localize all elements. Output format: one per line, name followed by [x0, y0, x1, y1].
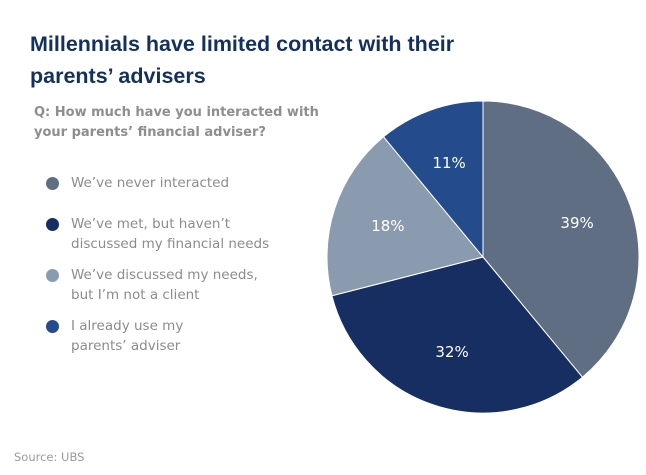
legend-label: We’ve never interacted — [71, 175, 230, 191]
legend-label: We’ve met, but haven’t discussed my fina… — [71, 216, 270, 252]
pie-slice-3 — [382, 100, 484, 259]
pie-slice-label-0: 39% — [560, 214, 593, 232]
survey-question: Q: How much have you interacted with you… — [34, 105, 319, 140]
legend-swatch — [46, 269, 59, 282]
legend-item-already-use-adviser: I already use my parents’ adviser — [46, 316, 316, 356]
legend-item-met-not-discussed: We’ve met, but haven’t discussed my fina… — [46, 214, 316, 254]
source-note: Source: UBS — [14, 450, 85, 464]
pie-slice-0 — [482, 100, 640, 378]
pie-slice-1 — [331, 256, 584, 414]
legend-label: I already use my parents’ adviser — [71, 318, 184, 354]
pie-slice-label-3: 11% — [432, 154, 465, 172]
legend-item-never-interacted: We’ve never interacted — [46, 173, 316, 193]
pie-slice-label-2: 18% — [371, 217, 404, 235]
chart-title: Millennials have limited contact with th… — [30, 32, 455, 88]
legend-swatch — [46, 320, 59, 333]
pie-chart: 39% 32% 18% 11% — [326, 100, 640, 414]
pie-slice-2 — [326, 136, 484, 297]
legend-item-discussed-not-client: We’ve discussed my needs, but I’m not a … — [46, 265, 316, 305]
pie-slice-label-1: 32% — [435, 343, 468, 361]
legend-swatch — [46, 177, 59, 190]
legend-label: We’ve discussed my needs, but I’m not a … — [71, 267, 258, 303]
legend-swatch — [46, 218, 59, 231]
